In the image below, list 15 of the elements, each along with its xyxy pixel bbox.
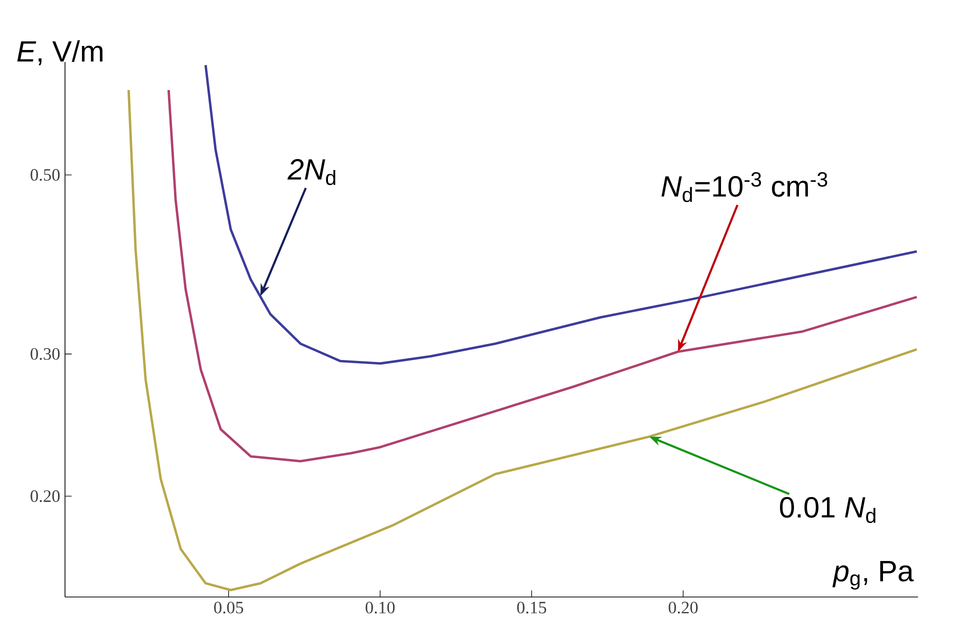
y-tick-label: 0.30 xyxy=(30,348,60,360)
annotation: 2N$_{d}$ xyxy=(287,159,336,186)
annotation: N$_{d}$=10$^{-3}$ cm$^{-3}$ xyxy=(662,172,828,202)
line-series xyxy=(127,88,918,592)
x-tick-label: 0.05 xyxy=(214,602,244,614)
annotation: 0.01 N$_{d}$ xyxy=(780,496,876,523)
x-tick-label: 0.15 xyxy=(517,602,546,614)
x-tick-label: 0.10 xyxy=(366,602,395,614)
line-series xyxy=(167,88,918,462)
x-tick-label: 0.20 xyxy=(668,602,698,614)
y-axis-title: E, V/m xyxy=(17,40,102,66)
y-tick-label: 0.50 xyxy=(30,169,60,181)
y-tick-label: 0.20 xyxy=(30,490,60,502)
line-series xyxy=(204,64,918,365)
x-axis-title: p$_{g}$, Pa xyxy=(832,561,914,590)
